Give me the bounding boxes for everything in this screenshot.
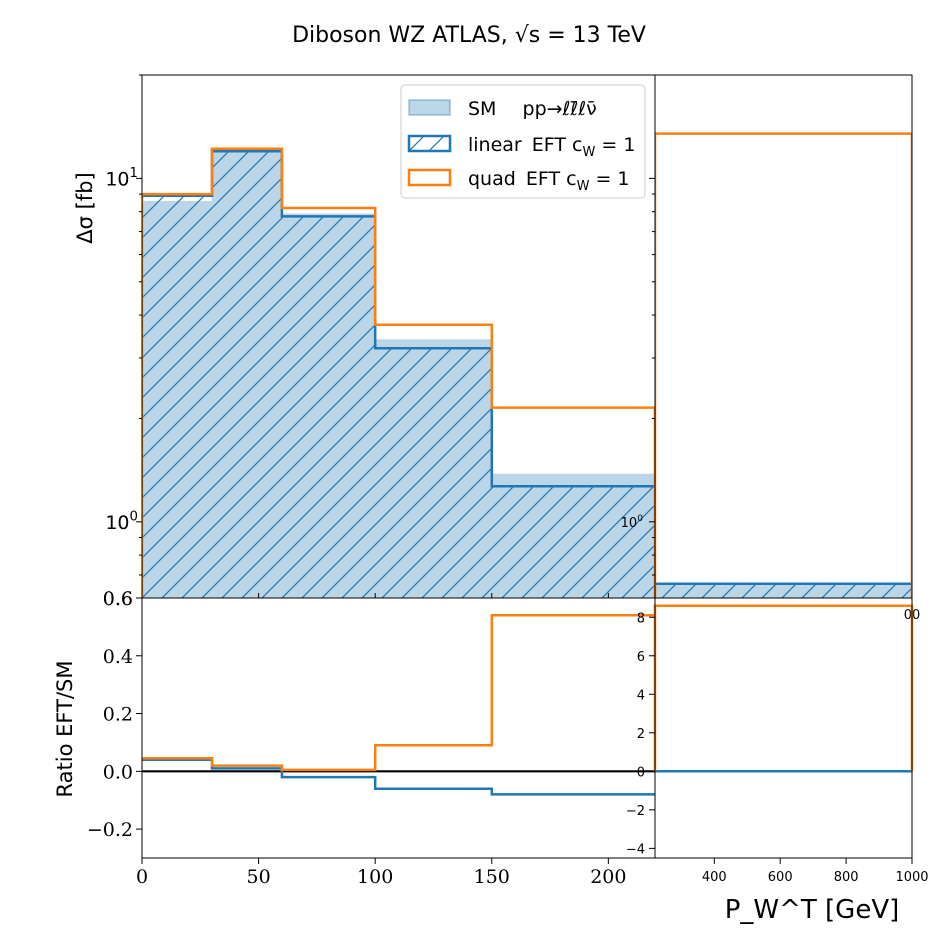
y-axis-label-bottom: Ratio EFT/SM — [53, 661, 77, 798]
y-axis-label-top: Δσ [fb] — [73, 172, 97, 243]
plot-area-main-left — [142, 147, 655, 598]
legend-label-sm-process: pp→ℓℓ̄ℓν̄ — [523, 98, 597, 120]
x-tick-label: 100 — [357, 866, 393, 888]
tick-exponent: 1 — [130, 166, 138, 181]
y-tick-label: 2 — [637, 727, 645, 742]
ratio-quad-step — [653, 604, 914, 772]
legend: SM pp→ℓℓ̄ℓν̄ linear EFT cW = 1 quad EFT … — [400, 84, 646, 199]
legend-swatch-linear — [407, 134, 452, 153]
legend-label-quad-prefix: quad — [468, 168, 516, 190]
y-tick-label: 0 — [637, 765, 645, 780]
x-tick-label: 150 — [474, 866, 510, 888]
y-tick-label-10: 101 — [105, 166, 138, 191]
plot-area-ratio-right — [653, 604, 914, 773]
panel-ratio-left: −0.2 0.0 0.2 0.4 0.6 0 50 100 150 200 — [87, 588, 656, 888]
y-tick-label: 6 — [637, 650, 645, 665]
linear-eft-hatch — [655, 583, 912, 598]
y-tick-label-0.6: 0.6 — [103, 588, 133, 610]
legend-swatch-quad — [407, 168, 452, 187]
y-tick-label: 0.4 — [103, 646, 133, 668]
tick-base: 10 — [105, 168, 129, 190]
legend-label-quad-main: EFT c — [526, 168, 577, 190]
legend-label-quad-tail: = 1 — [589, 168, 629, 190]
x-tick-label: 50 — [246, 866, 270, 888]
panel-ratio-left-frame — [141, 597, 656, 859]
chart-title: Diboson WZ ATLAS, √s = 13 TeV — [292, 23, 646, 48]
linear-eft-hatch — [142, 151, 655, 598]
legend-frame — [400, 84, 646, 199]
y-tick-label: −4 — [626, 842, 645, 857]
y-tick-label: 4 — [637, 688, 645, 703]
quad-eft-step — [142, 147, 655, 598]
tick-base: 10 — [105, 512, 129, 534]
x-tick-label: 1000 — [895, 870, 928, 885]
tick-base: 10 — [621, 516, 638, 531]
x-tick-label: 0 — [136, 866, 148, 888]
legend-item-linear: linear EFT cW = 1 — [407, 134, 635, 160]
svg-text:linear EFT cW = 1: linear EFT cW = 1 — [468, 134, 635, 160]
y-tick-label: 0.2 — [103, 704, 133, 726]
legend-label-linear-prefix: linear — [468, 134, 522, 156]
tick-exponent: 0 — [130, 509, 138, 524]
y-tick-label: 8 — [637, 611, 645, 626]
panel-main-right-frame — [654, 74, 913, 599]
y-tick-label: 0.0 — [103, 761, 133, 783]
legend-item-sm: SM pp→ℓℓ̄ℓν̄ — [408, 98, 597, 120]
ratio-quad-step — [142, 614, 655, 772]
quad-eft-step — [655, 132, 912, 598]
x-tick-label: 400 — [702, 870, 727, 885]
legend-label-linear-tail: = 1 — [595, 134, 635, 156]
tick-exponent: 0 — [637, 514, 643, 524]
x-tick-label: 600 — [768, 870, 793, 885]
legend-swatch-sm — [408, 99, 451, 116]
svg-text:SM pp→ℓℓ̄ℓν̄: SM pp→ℓℓ̄ℓν̄ — [468, 98, 597, 120]
y-tick-label: −0.2 — [87, 819, 133, 841]
y-tick-label-right-1: 100 — [621, 514, 644, 531]
plot-area-main-right — [655, 132, 912, 598]
svg-text:quad EFT cW = 1: quad EFT cW = 1 — [468, 168, 630, 194]
legend-label-quad-sub: W — [577, 179, 590, 194]
x-tick-label: 200 — [590, 866, 626, 888]
x-axis-label: P_W^T [GeV] — [725, 895, 900, 925]
y-tick-label: −2 — [626, 804, 645, 819]
panel-ratio-right-frame — [654, 597, 913, 859]
plot-area-ratio-left — [142, 614, 655, 796]
legend-label-linear-main: EFT c — [532, 134, 583, 156]
legend-label-linear-sub: W — [583, 145, 596, 160]
legend-label-sm-prefix: SM — [468, 98, 496, 120]
panel-ratio-right: −4 −2 0 2 4 6 8 400 600 800 1000 — [626, 597, 929, 885]
x-tick-label: 800 — [834, 870, 859, 885]
legend-item-quad: quad EFT cW = 1 — [407, 168, 630, 194]
y-tick-label: 0.6 — [103, 588, 133, 610]
y-tick-label-1: 100 — [105, 509, 138, 534]
